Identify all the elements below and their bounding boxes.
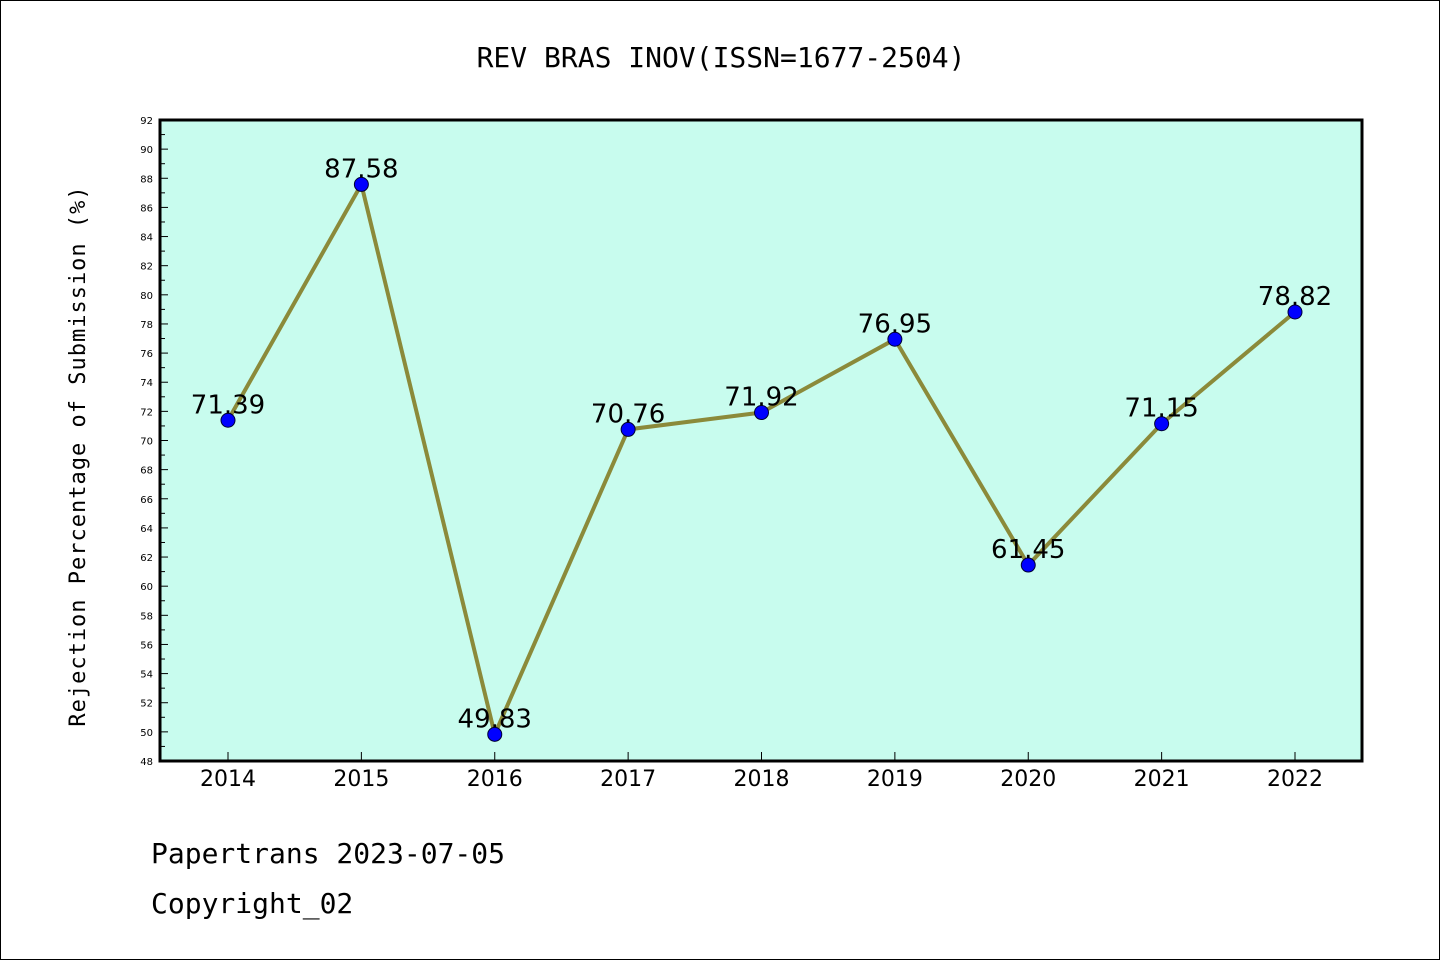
data-label: 71.39 [191,390,265,420]
x-tick-label: 2018 [734,767,790,792]
y-tick-label: 62 [140,553,153,564]
data-label: 78.82 [1258,282,1332,312]
footer-date: Papertrans 2023-07-05 [151,837,506,870]
data-point [1287,304,1303,320]
data-label: 61.45 [991,535,1065,565]
y-tick-label: 86 [140,203,153,214]
data-point [1154,416,1170,432]
y-tick-label: 48 [140,757,153,768]
chart-title: REV BRAS INOV(ISSN=1677-2504) [477,41,966,74]
y-tick-label: 60 [140,582,153,593]
data-labels: 71.39 87.58 49.83 70.76 71.92 76.95 61.45 71.15… [191,154,1332,734]
y-tick-label: 66 [140,495,153,506]
y-axis-ticks: 48 50 52 54 56 58 60 62 64 66 68 70 72 74 76 78 80 82 84 86… [140,116,168,768]
plot-area [158,118,1364,763]
data-markers [220,176,1303,742]
data-point [887,331,903,347]
data-point [220,412,236,428]
data-label: 71.15 [1124,394,1198,424]
y-tick-label: 72 [140,407,153,418]
y-tick-label: 64 [140,524,153,535]
x-tick-label: 2022 [1267,767,1323,792]
data-label: 87.58 [324,154,398,184]
y-tick-label: 82 [140,262,153,273]
y-tick-label: 92 [140,116,153,127]
y-tick-label: 78 [140,320,153,331]
data-label: 70.76 [591,399,665,429]
data-label: 76.95 [858,309,932,339]
y-tick-label: 88 [140,174,153,185]
data-point [1020,557,1036,573]
x-tick-label: 2020 [1000,767,1056,792]
y-axis-label: Rejection Percentage of Submission (%) [66,185,91,726]
y-tick-label: 70 [140,437,153,448]
footer-copyright: Copyright_02 [151,887,354,920]
y-tick-label: 56 [140,640,153,651]
y-tick-label: 74 [140,378,153,389]
y-tick-label: 80 [140,291,153,302]
data-point [754,405,769,421]
data-label: 49.83 [458,704,532,734]
data-label: 71.92 [724,383,798,413]
x-tick-label: 2019 [867,767,923,792]
y-tick-label: 52 [140,699,153,710]
y-tick-label: 54 [140,670,153,681]
x-axis-ticks: 2014 2015 2016 2017 2018 2019 2020 2021 2022 [200,752,1323,792]
y-tick-label: 68 [140,466,153,477]
y-tick-label: 50 [140,728,153,739]
data-point [487,726,503,742]
data-point [620,421,636,437]
x-tick-label: 2014 [200,767,256,792]
y-tick-label: 84 [140,233,153,244]
data-point [353,176,369,192]
y-tick-label: 90 [140,145,153,156]
y-tick-label: 76 [140,349,153,360]
x-tick-label: 2017 [600,767,656,792]
x-tick-label: 2016 [467,767,523,792]
x-tick-label: 2021 [1134,767,1190,792]
x-tick-label: 2015 [333,767,389,792]
y-tick-label: 58 [140,611,153,622]
